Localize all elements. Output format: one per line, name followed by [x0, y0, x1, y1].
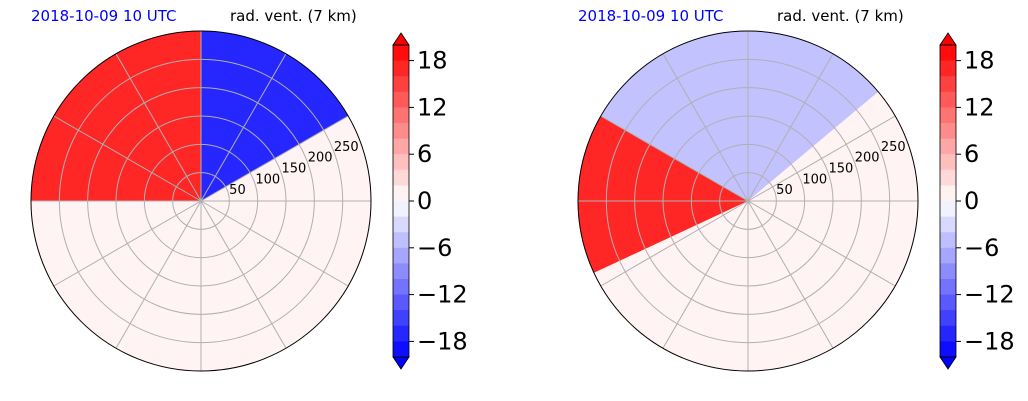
colorbar-tick-label: −6: [417, 234, 452, 262]
colorbar-band: [393, 279, 409, 296]
colorbar-extend-max: [392, 32, 410, 46]
range-ring-label: 250: [881, 140, 906, 155]
colorbar-band: [393, 294, 409, 311]
range-ring-label: 150: [829, 161, 854, 176]
colorbar-band: [940, 247, 956, 264]
field-region-near-zero: [593, 91, 918, 371]
colorbar-tick-label: −12: [417, 281, 468, 309]
colorbar-band: [393, 232, 409, 249]
colorbar-band: [940, 60, 956, 77]
colorbar-tick-label: −6: [964, 234, 999, 262]
azimuth-spoke: [600, 115, 749, 202]
azimuth-spoke: [115, 53, 202, 202]
colorbar-band: [940, 123, 956, 140]
colorbar-band: [393, 341, 409, 358]
colorbar-band: [393, 60, 409, 77]
colorbar-band: [393, 247, 409, 264]
left-plot-panel: 2018-10-09 10 UTC rad. vent. (7 km) 50 10…: [30, 7, 468, 372]
colorbar-tick-label: 6: [417, 140, 432, 168]
range-ring-label: 250: [334, 140, 359, 155]
range-ring-label: 100: [802, 172, 827, 187]
azimuth-spoke: [200, 115, 349, 202]
colorbar-band: [940, 325, 956, 342]
field-region-positive: [31, 31, 201, 201]
azimuth-spoke: [600, 200, 749, 287]
colorbar: 18 12 6 0 −6 −12 −18: [392, 32, 468, 370]
azimuth-spoke: [200, 53, 287, 202]
azimuth-spoke: [115, 200, 202, 349]
colorbar-band: [940, 310, 956, 327]
colorbar-tick-label: 0: [417, 187, 432, 215]
colorbar-band: [940, 169, 956, 186]
colorbar-extend-min: [392, 356, 410, 370]
colorbar-extend-min: [939, 356, 957, 370]
azimuth-spoke: [747, 200, 896, 287]
colorbar-band: [393, 185, 409, 202]
colorbar-tick-label: −18: [964, 327, 1015, 355]
colorbar-band: [940, 107, 956, 124]
azimuth-spoke: [53, 115, 202, 202]
colorbar-tick-label: 6: [964, 140, 979, 168]
colorbar-band: [940, 45, 956, 62]
azimuth-spoke: [662, 53, 749, 202]
colorbar-band: [940, 76, 956, 93]
colorbar-band: [940, 91, 956, 108]
colorbar-band: [940, 185, 956, 202]
colorbar-band: [393, 263, 409, 280]
colorbar-band: [940, 154, 956, 171]
colorbar-tick-label: 12: [417, 93, 448, 121]
azimuth-spoke: [662, 200, 749, 349]
plot-date-title: 2018-10-09 10 UTC: [578, 7, 724, 25]
colorbar-band: [393, 154, 409, 171]
range-ring-label: 150: [282, 161, 307, 176]
colorbar-band: [393, 123, 409, 140]
colorbar-band: [393, 107, 409, 124]
plot-variable-title: rad. vent. (7 km): [230, 7, 357, 25]
colorbar-tick-label: 18: [417, 47, 448, 75]
colorbar: 18 12 6 0 −6 −12 −18: [939, 32, 1015, 370]
range-ring-label: 200: [308, 151, 333, 166]
colorbar-tick-label: −18: [417, 327, 468, 355]
colorbar-extend-max: [939, 32, 957, 46]
plot-variable-title: rad. vent. (7 km): [777, 7, 904, 25]
azimuth-spoke: [747, 200, 834, 349]
colorbar-band: [393, 169, 409, 186]
colorbar-band: [940, 279, 956, 296]
colorbar-tick-label: 0: [964, 187, 979, 215]
colorbar-band: [393, 91, 409, 108]
colorbar-band: [393, 201, 409, 218]
azimuth-spoke: [200, 200, 287, 349]
colorbar-band: [940, 232, 956, 249]
colorbar-band: [393, 310, 409, 327]
colorbar-tick-label: −12: [964, 281, 1015, 309]
colorbar-band: [940, 294, 956, 311]
colorbar-band: [940, 138, 956, 155]
range-ring-label: 50: [776, 183, 793, 198]
colorbar-tick-label: 18: [964, 47, 995, 75]
colorbar-band: [940, 216, 956, 233]
azimuth-spoke: [200, 200, 349, 287]
colorbar-band: [393, 76, 409, 93]
plot-date-title: 2018-10-09 10 UTC: [31, 7, 177, 25]
right-plot-panel: 2018-10-09 10 UTC rad. vent. (7 km) 50 10…: [547, 0, 1028, 401]
colorbar-band: [940, 201, 956, 218]
azimuth-spoke: [747, 53, 834, 202]
colorbar-band: [393, 45, 409, 62]
colorbar-band: [393, 216, 409, 233]
range-ring-label: 200: [855, 151, 880, 166]
azimuth-spoke: [747, 115, 896, 202]
range-ring-label: 100: [255, 172, 280, 187]
colorbar-band: [393, 138, 409, 155]
colorbar-band: [940, 341, 956, 358]
colorbar-band: [393, 325, 409, 342]
range-ring-label: 50: [229, 183, 246, 198]
colorbar-tick-label: 12: [964, 93, 995, 121]
polar-frame: [577, 30, 919, 372]
colorbar-band: [940, 263, 956, 280]
azimuth-spoke: [53, 200, 202, 287]
polar-frame: [30, 30, 372, 372]
